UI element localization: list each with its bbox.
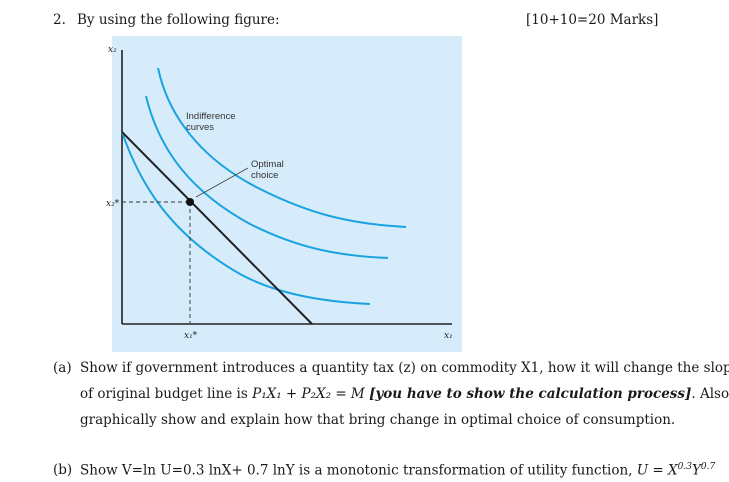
part-a-line2-prefix: of original budget line is xyxy=(80,386,253,402)
utility-exp2: 0.7 xyxy=(700,462,716,472)
utility-exp1: 0.3 xyxy=(677,462,692,472)
x1-star-label: x₁* xyxy=(184,331,198,341)
part-a-line3: graphically show and explain how that br… xyxy=(80,412,676,428)
optimal-label-line1: Optimal xyxy=(251,159,284,170)
indifference-curve-1 xyxy=(121,131,371,305)
figure-panel-background xyxy=(112,36,462,352)
indifference-curve-figure: Indifference curves Optimal choice x₂ x₁… xyxy=(100,34,462,352)
y-axis-label: x₂ xyxy=(108,45,117,55)
indifference-curve-2 xyxy=(145,95,389,259)
part-a-line1: Show if government introduces a quantity… xyxy=(80,360,729,376)
indifference-curve-3 xyxy=(157,67,407,228)
utility-mid: Y xyxy=(691,462,701,479)
x-axis-label: x₁ xyxy=(444,331,453,341)
part-a-line2: of original budget line is P₁X₁ + P₂X₂ =… xyxy=(80,386,729,402)
budget-equation: P₁X₁ + P₂X₂ = M xyxy=(252,386,365,402)
optimal-choice-point xyxy=(186,198,194,206)
question-number: 2. xyxy=(53,12,66,28)
optimal-choice-pointer xyxy=(195,167,249,198)
part-a-line2-suffix: . Also, xyxy=(691,386,729,402)
part-b-prefix: Show V=ln U=0.3 lnX+ 0.7 lnY is a monoto… xyxy=(80,462,637,479)
optimal-label-line2: choice xyxy=(251,170,278,181)
part-a-label: (a) xyxy=(53,360,72,376)
indifference-label-line1: Indifference xyxy=(186,111,235,122)
part-b-line1: Show V=ln U=0.3 lnX+ 0.7 lnY is a monoto… xyxy=(80,462,715,479)
question-prompt: By using the following figure: xyxy=(77,12,280,28)
budget-line xyxy=(121,131,313,325)
indifference-label-line2: curves xyxy=(186,122,214,133)
question-marks: [10+10=20 Marks] xyxy=(526,12,659,28)
part-a-emphasis: [you have to show the calculation proces… xyxy=(369,386,692,402)
utility-lhs: U = X xyxy=(636,462,678,479)
part-b-label: (b) xyxy=(53,462,73,478)
x2-star-label: x₂* xyxy=(106,199,120,209)
